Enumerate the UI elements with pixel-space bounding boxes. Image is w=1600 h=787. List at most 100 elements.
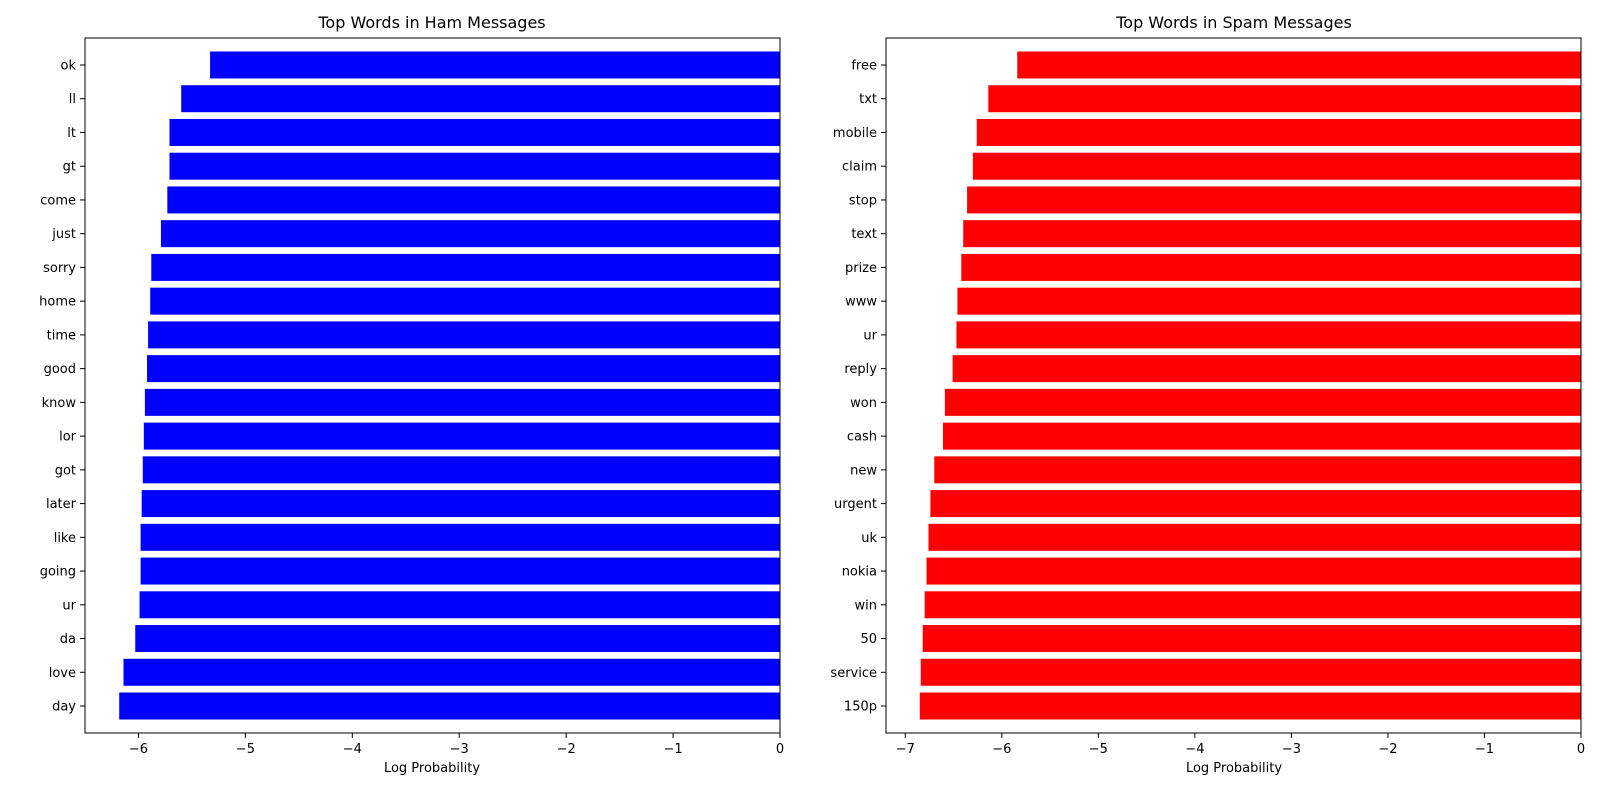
spam-bar-50: [922, 625, 1581, 653]
spam-bar-win: [924, 591, 1581, 619]
ham-x-axis-label: Log Probability: [384, 761, 480, 776]
ham-category-label-home: home: [39, 295, 76, 310]
spam-category-label-win: win: [855, 598, 877, 613]
spam-chart: Top Words in Spam Messages free txt mobile…: [830, 13, 1585, 776]
spam-category-label-150p: 150p: [844, 700, 877, 715]
spam-plot-frame: [885, 37, 1582, 734]
ham-bar-ur: [139, 591, 780, 619]
ham-bar-da: [135, 625, 780, 653]
ham-bar-time: [148, 321, 781, 349]
ham-x-tick-label-6: 0: [776, 742, 784, 757]
ham-category-label-got: got: [55, 463, 76, 478]
ham-category-label-come: come: [40, 193, 76, 208]
spam-category-label-won: won: [850, 396, 877, 411]
ham-category-label-time: time: [47, 328, 76, 343]
ham-category-label-later: later: [46, 497, 77, 512]
ham-x-tick-label-4: −2: [557, 742, 576, 757]
spam-bar-txt: [988, 85, 1581, 113]
spam-bar-nokia: [926, 557, 1581, 585]
ham-chart-title: Top Words in Ham Messages: [317, 13, 545, 32]
ham-category-label-just: just: [51, 227, 76, 242]
ham-category-label-da: da: [60, 632, 76, 647]
spam-x-tick-label-7: 0: [1577, 742, 1585, 757]
ham-x-ticks: −6 −5 −4 −3 −2 −1 0: [129, 733, 784, 757]
ham-bar-know: [144, 388, 780, 416]
spam-bar-mobile: [976, 118, 1581, 146]
spam-x-axis-label: Log Probability: [1186, 761, 1282, 776]
ham-bar-later: [141, 490, 780, 518]
ham-x-tick-label-2: −4: [343, 742, 362, 757]
spam-x-tick-label-1: −6: [992, 742, 1011, 757]
spam-bar-free: [1017, 51, 1581, 79]
ham-bar-going: [140, 557, 781, 585]
spam-bar-claim: [972, 152, 1581, 180]
spam-bar-stop: [967, 186, 1581, 214]
ham-category-label-ll: ll: [69, 92, 76, 107]
spam-bar-www: [957, 287, 1581, 315]
ham-bar-just: [160, 220, 780, 248]
spam-category-label-service: service: [830, 666, 877, 681]
spam-bar-won: [944, 388, 1581, 416]
ham-bar-got: [142, 456, 780, 484]
spam-x-tick-label-0: −7: [896, 742, 915, 757]
ham-bar-ok: [210, 51, 781, 79]
spam-category-labels: free txt mobile claim stop text prize www ur repl…: [830, 58, 886, 715]
ham-bar-home: [150, 287, 780, 315]
ham-x-tick-label-5: −1: [663, 742, 682, 757]
spam-category-label-claim: claim: [842, 160, 877, 175]
ham-bar-lor: [143, 422, 781, 450]
spam-category-label-uk: uk: [861, 531, 877, 546]
ham-category-label-going: going: [40, 565, 76, 580]
ham-bar-ll: [181, 85, 780, 113]
spam-bar-reply: [952, 355, 1581, 383]
spam-category-label-reply: reply: [844, 362, 877, 377]
ham-bar-like: [140, 523, 781, 551]
ham-category-label-good: good: [44, 362, 76, 377]
ham-category-label-ur: ur: [62, 598, 76, 613]
ham-bar-day: [119, 692, 780, 720]
ham-bar-love: [123, 658, 780, 686]
spam-bar-prize: [961, 253, 1581, 281]
ham-category-label-ok: ok: [61, 58, 77, 73]
ham-bars: [119, 51, 781, 720]
spam-bar-ur: [956, 321, 1581, 349]
spam-category-label-text: text: [851, 227, 877, 242]
ham-category-labels: ok ll lt gt come just sorry home time good know lor…: [39, 58, 85, 715]
spam-x-tick-label-4: −3: [1282, 742, 1301, 757]
spam-bar-urgent: [930, 490, 1581, 518]
spam-category-label-urgent: urgent: [834, 497, 877, 512]
spam-x-tick-label-5: −2: [1378, 742, 1397, 757]
spam-category-label-new: new: [850, 463, 877, 478]
ham-plot-frame: [84, 37, 781, 734]
spam-category-label-stop: stop: [849, 193, 877, 208]
spam-category-label-nokia: nokia: [842, 565, 877, 580]
ham-category-label-like: like: [54, 531, 76, 546]
ham-x-tick-label-3: −3: [450, 742, 469, 757]
spam-bar-cash: [942, 422, 1581, 450]
ham-category-label-day: day: [52, 700, 76, 715]
ham-category-label-sorry: sorry: [43, 261, 76, 276]
spam-bars: [919, 51, 1581, 720]
ham-bar-come: [167, 186, 781, 214]
spam-category-label-ur: ur: [863, 328, 877, 343]
spam-bar-uk: [928, 523, 1581, 551]
spam-category-label-www: www: [845, 295, 877, 310]
spam-bar-150p: [919, 692, 1581, 720]
spam-category-label-txt: txt: [859, 92, 877, 107]
spam-category-label-mobile: mobile: [833, 126, 877, 141]
ham-bar-sorry: [151, 253, 781, 281]
ham-category-label-know: know: [42, 396, 77, 411]
spam-x-tick-label-3: −4: [1185, 742, 1204, 757]
ham-category-label-love: love: [49, 666, 76, 681]
ham-category-label-gt: gt: [63, 160, 76, 175]
spam-category-label-free: free: [851, 58, 877, 73]
spam-chart-title: Top Words in Spam Messages: [1115, 13, 1352, 32]
ham-bar-good: [147, 355, 780, 383]
ham-x-tick-label-0: −6: [129, 742, 148, 757]
ham-bar-gt: [169, 152, 780, 180]
ham-category-label-lt: lt: [67, 126, 76, 141]
spam-bar-text: [963, 220, 1581, 248]
spam-category-label-prize: prize: [845, 261, 877, 276]
spam-category-label-50: 50: [860, 632, 877, 647]
